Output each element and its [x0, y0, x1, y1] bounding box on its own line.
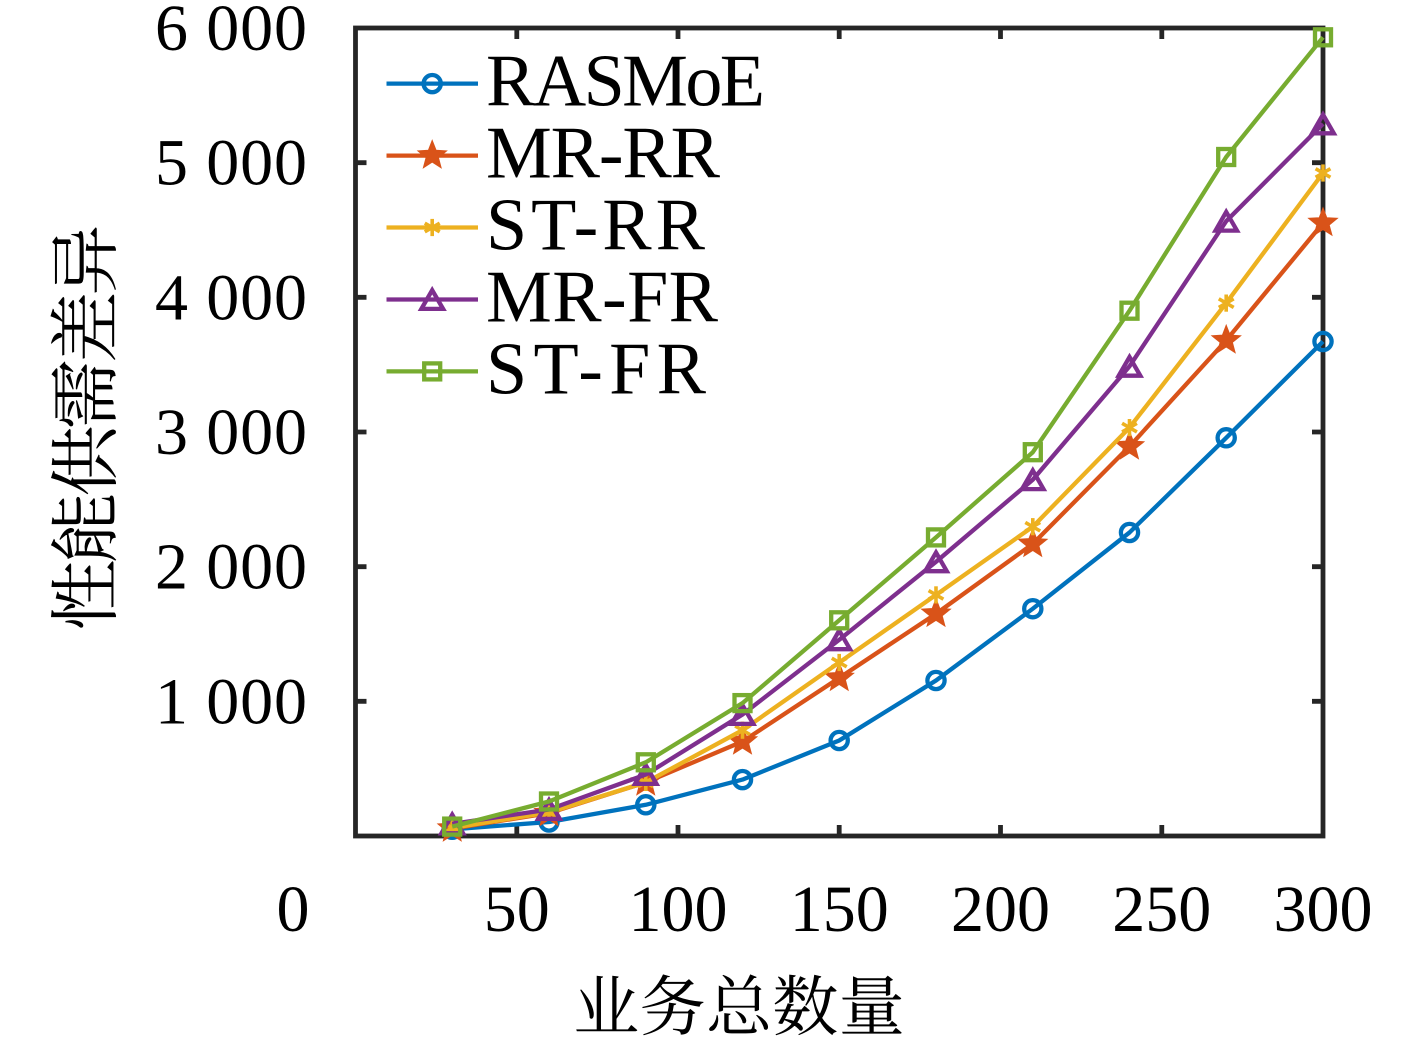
svg-text:1 000: 1 000: [155, 665, 307, 738]
svg-text:200: 200: [951, 873, 1050, 946]
svg-text:MR-FR: MR-FR: [486, 257, 719, 339]
svg-text:5 000: 5 000: [155, 127, 307, 200]
svg-text:0: 0: [277, 873, 310, 946]
svg-text:3 000: 3 000: [155, 396, 307, 469]
svg-text:ST-FR: ST-FR: [486, 328, 707, 410]
svg-text:50: 50: [484, 873, 550, 946]
svg-text:250: 250: [1112, 873, 1211, 946]
svg-text:150: 150: [790, 873, 889, 946]
svg-text:4 000: 4 000: [155, 261, 307, 334]
svg-text:ST-RR: ST-RR: [486, 185, 706, 267]
svg-text:6 000: 6 000: [155, 0, 307, 65]
svg-text:2 000: 2 000: [155, 531, 307, 604]
svg-text:300: 300: [1274, 873, 1373, 946]
svg-text:100: 100: [629, 873, 728, 946]
svg-text:RASMoE: RASMoE: [486, 41, 765, 123]
svg-text:MR-RR: MR-RR: [486, 113, 721, 195]
